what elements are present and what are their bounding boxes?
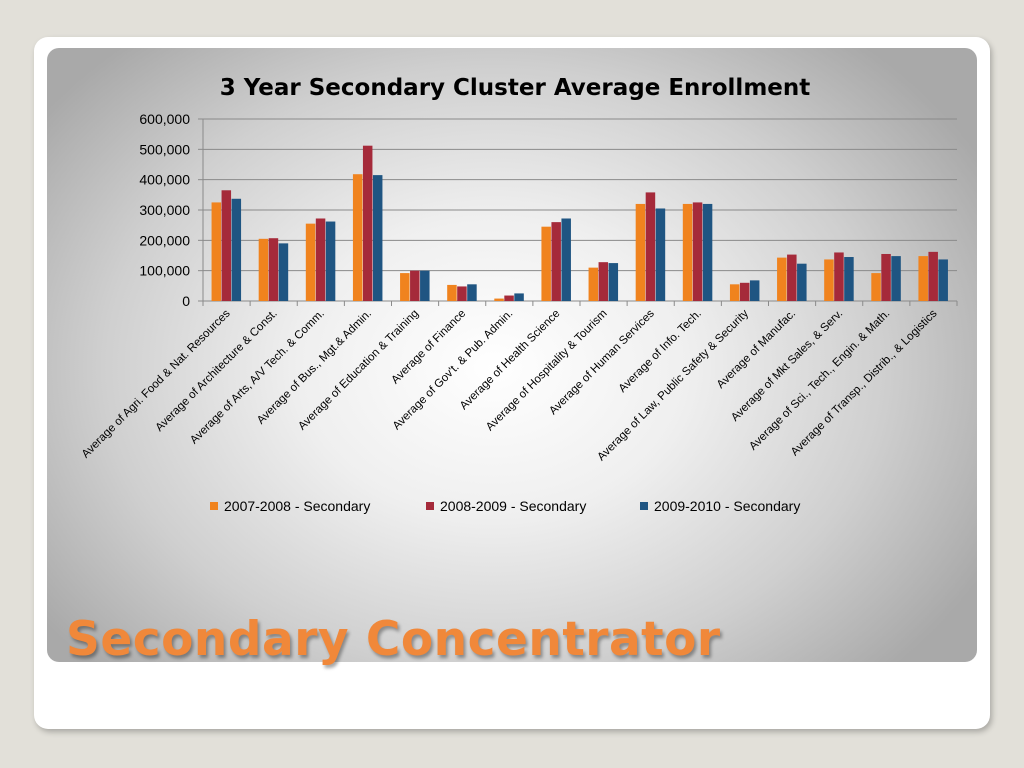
y-tick-label: 600,000 bbox=[139, 111, 190, 127]
bar bbox=[777, 257, 787, 301]
bar bbox=[729, 284, 740, 301]
bar bbox=[749, 280, 760, 301]
bar bbox=[739, 282, 750, 301]
x-tick-label: Average of Info. Tech. bbox=[617, 308, 704, 395]
y-tick-label: 300,000 bbox=[139, 202, 190, 218]
bar bbox=[467, 284, 477, 301]
legend-swatch bbox=[210, 502, 218, 510]
bar bbox=[891, 256, 901, 301]
bar bbox=[400, 273, 410, 301]
bar bbox=[871, 273, 881, 301]
bar bbox=[561, 218, 571, 301]
bar bbox=[420, 270, 430, 301]
bar bbox=[325, 221, 336, 301]
legend: 2007-2008 - Secondary 2008-2009 - Seconda… bbox=[210, 498, 800, 514]
bar bbox=[315, 218, 326, 301]
bar bbox=[268, 238, 279, 301]
bar bbox=[362, 145, 373, 301]
legend-label: 2008-2009 - Secondary bbox=[440, 498, 586, 514]
y-tick-label: 0 bbox=[182, 293, 190, 309]
bar bbox=[305, 223, 316, 301]
bar bbox=[410, 270, 420, 301]
slide-title: Secondary Concentrator bbox=[66, 612, 721, 667]
bar bbox=[494, 298, 504, 301]
bar bbox=[608, 263, 619, 301]
bar bbox=[541, 226, 551, 301]
bar bbox=[588, 267, 599, 301]
bar bbox=[551, 222, 561, 301]
y-tick-label: 400,000 bbox=[139, 172, 190, 188]
content-panel: 3 Year Secondary Cluster Average Enrollm… bbox=[47, 48, 977, 662]
bar bbox=[635, 203, 646, 301]
bar bbox=[824, 259, 834, 301]
bar bbox=[278, 243, 289, 301]
category-labels: Average of Agri. Food & Nat. ResourcesAv… bbox=[80, 307, 940, 463]
bar bbox=[702, 203, 713, 301]
bar bbox=[211, 202, 222, 301]
y-tick-label: 200,000 bbox=[139, 232, 190, 248]
x-tick-label: Average of Health Science bbox=[458, 308, 563, 413]
bar bbox=[655, 208, 666, 301]
y-tick-label: 100,000 bbox=[139, 263, 190, 279]
bar bbox=[834, 252, 844, 301]
legend-label: 2007-2008 - Secondary bbox=[224, 498, 370, 514]
bar bbox=[372, 175, 383, 301]
bar bbox=[514, 293, 524, 301]
bar bbox=[797, 263, 807, 301]
legend-label: 2009-2010 - Secondary bbox=[654, 498, 800, 514]
x-tick-label: Average of Manufac. bbox=[715, 308, 798, 391]
bars bbox=[211, 145, 948, 301]
bar bbox=[504, 295, 514, 301]
enrollment-bar-chart: 3 Year Secondary Cluster Average Enrollm… bbox=[80, 75, 958, 514]
bar bbox=[231, 198, 242, 301]
bar bbox=[938, 259, 948, 301]
bar bbox=[645, 192, 656, 301]
bar bbox=[844, 257, 854, 301]
y-tick-label: 500,000 bbox=[139, 141, 190, 157]
bar bbox=[881, 253, 891, 301]
bar bbox=[682, 203, 693, 301]
bar bbox=[918, 256, 928, 301]
bar bbox=[598, 262, 609, 301]
bar bbox=[221, 190, 232, 301]
bar bbox=[928, 251, 938, 301]
chart-title: 3 Year Secondary Cluster Average Enrollm… bbox=[220, 75, 811, 101]
bar bbox=[457, 286, 467, 301]
bar bbox=[447, 284, 457, 301]
bar bbox=[352, 174, 363, 301]
legend-swatch bbox=[426, 502, 434, 510]
axes: 0 100,000 200,000 300,000 400,000 500,000 600,… bbox=[139, 111, 958, 309]
bar bbox=[692, 202, 703, 301]
bar bbox=[258, 238, 269, 301]
legend-swatch bbox=[640, 502, 648, 510]
bar bbox=[787, 254, 797, 301]
